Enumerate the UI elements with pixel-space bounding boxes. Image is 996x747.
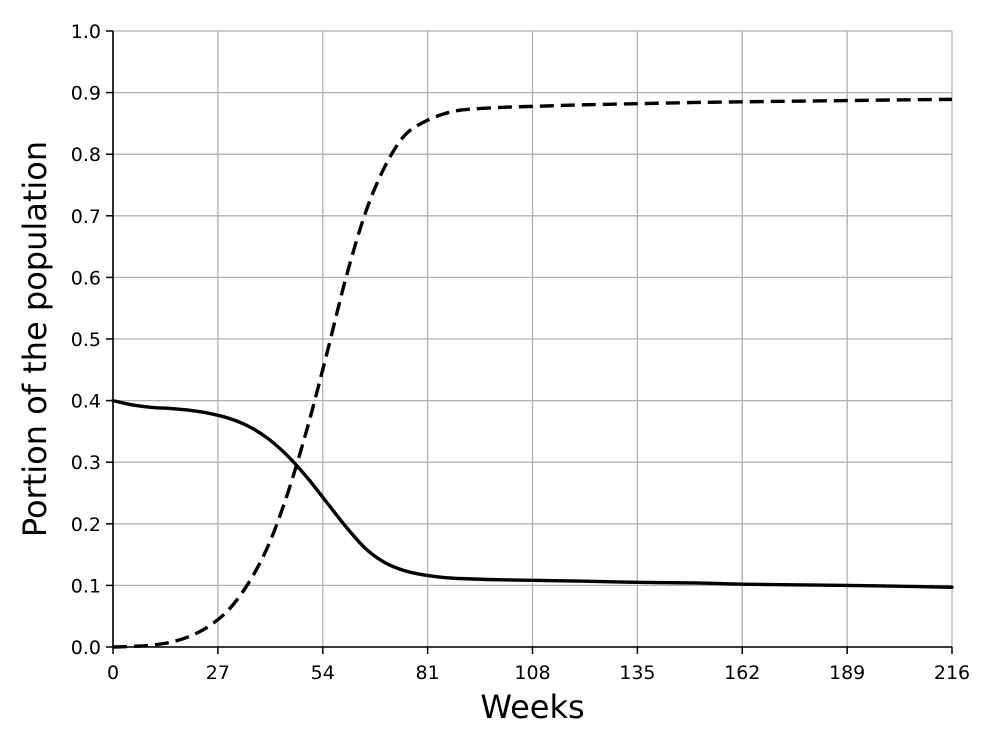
- x-tick-label: 27: [206, 662, 230, 684]
- y-tick-label: 0.5: [71, 329, 101, 351]
- y-axis-label: Portion of the population: [16, 141, 54, 537]
- axes: [106, 30, 953, 654]
- y-tick-label: 0.9: [71, 83, 101, 105]
- x-tick-label: 162: [724, 662, 760, 684]
- x-axis-label: Weeks: [480, 688, 584, 726]
- series-group: [111, 97, 954, 649]
- x-tick-label: 216: [934, 662, 970, 684]
- x-tick-label: 54: [311, 662, 335, 684]
- y-tick-label: 0.2: [71, 514, 101, 536]
- tick-labels: 0 27 54 81 108 135 162 189 216 0.0 0.1 0.2 0.3 0.4 0.5…: [71, 21, 970, 684]
- y-tick-label: 0.4: [71, 391, 101, 413]
- x-tick-label: 108: [514, 662, 550, 684]
- x-tick-label: 0: [107, 662, 119, 684]
- y-tick-label: 0.7: [71, 206, 101, 228]
- y-tick-label: 1.0: [71, 21, 101, 43]
- y-tick-label: 0.6: [71, 267, 101, 289]
- solid-series-line: [111, 398, 954, 589]
- y-tick-label: 0.8: [71, 144, 101, 166]
- dashed-series-line: [112, 97, 953, 649]
- x-tick-label: 135: [619, 662, 655, 684]
- y-tick-label: 0.3: [71, 452, 101, 474]
- y-tick-label: 0.1: [71, 575, 101, 597]
- y-tick-label: 0.0: [71, 637, 101, 659]
- x-tick-label: 81: [416, 662, 440, 684]
- x-tick-label: 189: [829, 662, 865, 684]
